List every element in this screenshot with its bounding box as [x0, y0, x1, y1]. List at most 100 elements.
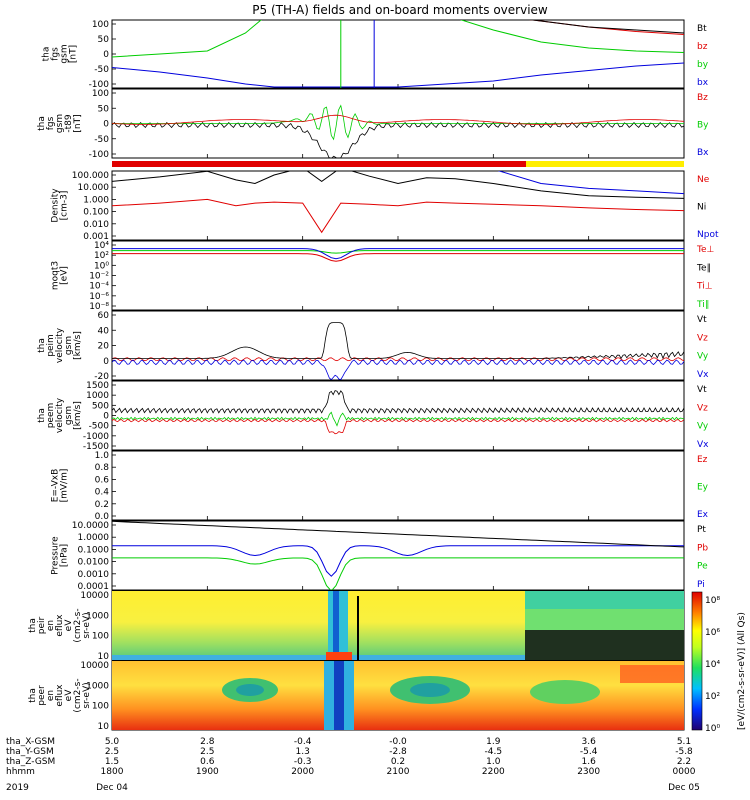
ytick-label: 0.4	[95, 488, 110, 498]
series-ev-z	[112, 418, 684, 435]
legend-entry: bx	[697, 78, 709, 88]
ytick-label: 0	[103, 120, 109, 130]
ylabel-line: -t89	[64, 114, 74, 133]
legend-entry: Vt	[697, 315, 707, 325]
time-axis-value: 2200	[482, 767, 505, 777]
ytick-label: -500	[89, 422, 110, 432]
ytick-label: 0.010	[83, 220, 109, 230]
ytick-label: 50	[98, 35, 110, 45]
time-axis-row-label: tha_X-GSM	[6, 737, 55, 747]
ylabel-line: [cm-3]	[60, 191, 70, 221]
panel-ylabel: Pressure[nPa]	[51, 536, 70, 575]
ytick-label: 0	[103, 412, 109, 422]
legend-entry: Vz	[697, 333, 708, 343]
ylabel-line: peir	[37, 616, 47, 634]
legend-entry: Pt	[697, 525, 706, 535]
panel-ylabel: thapeirenefluxeV(cm2-s-sr-eV)	[28, 608, 92, 642]
legend-entry: Vy	[697, 352, 709, 362]
ylabel-line: gsm	[60, 44, 70, 63]
region-bar	[112, 161, 684, 167]
time-axis-value: 0.6	[200, 757, 215, 767]
time-axis-value: -2.8	[389, 747, 407, 757]
series-pt	[112, 521, 684, 548]
ytick-label: 0.8	[95, 463, 110, 473]
ytick-label: 10.0000	[72, 521, 109, 531]
ylabel-line: en	[46, 690, 56, 701]
date-start: Dec 04	[96, 783, 128, 793]
ytick-label: -100	[89, 150, 110, 160]
time-axis-value: 2.2	[677, 757, 691, 767]
ytick-label: 0.0100	[78, 558, 110, 568]
panel-ylabel: thapeemvelocitygsm[km/s]	[37, 397, 83, 433]
ytick-label: 100	[92, 702, 109, 712]
ylabel-line: eV	[64, 689, 74, 702]
ylabel-line: [eV]	[60, 266, 70, 285]
panel-ylabel: E=-VxB[mV/m]	[51, 469, 70, 503]
panel-ylabel: Density[cm-3]	[51, 188, 70, 223]
time-axis-value: -0.4	[294, 737, 312, 747]
legend-entry: Ti∥	[696, 300, 709, 310]
ytick-label: 10⁻⁴	[89, 282, 109, 292]
ytick-label: 10000	[80, 661, 109, 671]
time-axis-value: 3.6	[582, 737, 597, 747]
legend-entry: Vt	[697, 385, 707, 395]
panel-peim-velocity: thapeimvelocitygsm[km/s] 60 40 20 0 -20 Vt Vz Vy…	[37, 310, 709, 382]
legend-entry: Ez	[697, 455, 708, 465]
ytick-label: 0.0010	[78, 570, 110, 580]
ytick-label: 10⁻⁸	[89, 302, 109, 312]
time-axis-value: 1800	[101, 767, 124, 777]
ytick-label: 10	[98, 722, 110, 732]
ytick-label: 1.0	[95, 451, 110, 461]
time-axis-row-label: tha_Z-GSM	[6, 757, 55, 767]
ylabel-line: fgs	[51, 47, 61, 61]
ylabel-line: [nT]	[69, 45, 79, 63]
ylabel-line: gsm	[64, 336, 74, 355]
ylabel-line: tha	[37, 116, 47, 131]
ytick-label: 20	[98, 342, 110, 352]
ytick-label: 0	[103, 50, 109, 60]
legend-entry: Pe	[697, 562, 708, 572]
legend-entry: Ni	[697, 203, 706, 213]
colorbar-tick: 10⁴	[705, 660, 720, 670]
time-axis-value: 1900	[196, 767, 219, 777]
legend-entry: Bt	[697, 24, 707, 34]
ylabel-line: (cm2-s-	[73, 678, 83, 712]
ytick-label: 10⁻²	[89, 272, 109, 282]
legend-entry: Ex	[697, 510, 709, 520]
time-axis-value: 2.5	[200, 747, 214, 757]
legend-entry: By	[697, 121, 709, 131]
ylabel-line: moqt3	[51, 261, 61, 290]
time-axis-value: -0.3	[294, 757, 312, 767]
legend-entry: by	[697, 60, 709, 70]
legend-entry: Ey	[697, 483, 709, 493]
panel-ylabel: thafgsgsm-t89[nT]	[37, 114, 83, 133]
legend-entry: Vz	[697, 403, 708, 413]
ytick-label: 1000	[86, 611, 109, 621]
colorbar-label: [eV/(cm2-s-sr-eV)] (All Qs)	[737, 612, 747, 730]
series-ev-y	[112, 411, 684, 427]
ytick-label: 0.100	[83, 208, 109, 218]
panel-frame	[111, 19, 685, 89]
legend-entry: Vy	[697, 422, 709, 432]
legend-entry: Bx	[697, 148, 709, 158]
panel-peem-velocity: thapeemvelocitygsm[km/s]150010005000-500…	[37, 380, 709, 452]
legend-entry: Npot	[697, 230, 719, 240]
region-bar-yellow	[526, 161, 684, 167]
ytick-label: 50	[98, 104, 110, 114]
ytick-label: 10⁻⁶	[89, 292, 109, 302]
time-axis-value: -5.8	[675, 747, 693, 757]
ytick-label: -50	[94, 65, 109, 75]
ytick-label: 1.000	[83, 195, 109, 205]
time-axis-value: 0000	[673, 767, 696, 777]
time-axis-value: 0.2	[391, 757, 405, 767]
ytick-label: 0.2	[95, 500, 109, 510]
ytick-label: 60	[98, 311, 110, 321]
series-bx	[112, 62, 684, 88]
time-axis-value: 1.3	[296, 747, 310, 757]
ylabel-line: eflux	[55, 684, 65, 707]
time-axis-value: -5.4	[580, 747, 598, 757]
date-end: Dec 05	[668, 783, 700, 793]
series-dbz	[112, 114, 684, 125]
colorbar-tick: 10⁸	[705, 596, 720, 606]
